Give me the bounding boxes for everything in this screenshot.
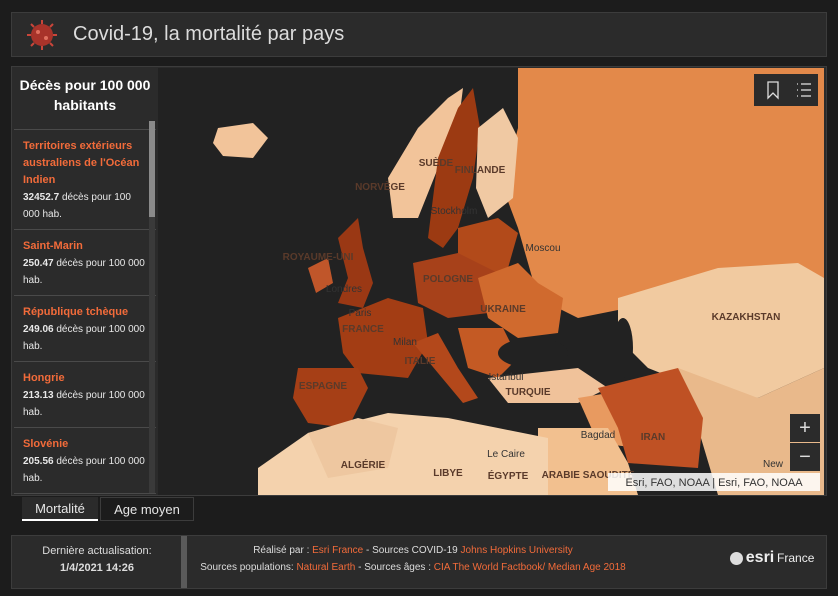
country-name: Hongrie	[23, 372, 65, 384]
country-label: ITALIE	[405, 356, 436, 367]
city-label: Londres	[326, 284, 362, 295]
country-label: TURQUIE	[506, 387, 551, 398]
updated-label: Dernière actualisation:	[42, 545, 152, 557]
virus-icon	[27, 20, 57, 50]
attribution: Esri, FAO, NOAA | Esri, FAO, NOAA	[625, 477, 803, 489]
city-label: Paris	[349, 308, 372, 319]
tab-age[interactable]: Age moyen	[100, 497, 194, 521]
country-item[interactable]: Territoires extérieurs australiens de l'…	[14, 130, 156, 230]
main-panel: Décès pour 100 000 habitants Territoires…	[11, 66, 827, 496]
country-value: 213.13	[23, 390, 54, 401]
ne-link[interactable]: Natural Earth	[296, 562, 356, 573]
country-item[interactable]: Slovénie 205.56 décès pour 100 000 hab.	[14, 428, 156, 494]
country-label: ROYAUME-UNI	[283, 252, 354, 263]
country-value-line: 249.06 décès pour 100 000 hab.	[23, 321, 148, 355]
country-value: 250.47	[23, 258, 54, 269]
city-label: Bagdad	[581, 430, 615, 441]
unit: décès pour 100 000 hab.	[23, 324, 145, 352]
unit: décès pour 100 000 hab.	[23, 192, 131, 220]
legend-button[interactable]	[797, 83, 811, 97]
country-value: 205.56	[23, 456, 54, 467]
header: Covid-19, la mortalité par pays	[11, 12, 827, 57]
country-label: NORVÈGE	[355, 180, 405, 193]
country-label: ESPAGNE	[299, 381, 347, 392]
city-label: Milan	[393, 337, 417, 348]
country-label: ÉGYPTE	[488, 469, 529, 482]
covid-sources: - Sources COVID-19	[366, 545, 458, 556]
country-label: LIBYE	[433, 468, 463, 479]
bookmark-button[interactable]	[767, 81, 779, 100]
credits-line-2: Sources populations: Natural Earth - Sou…	[188, 562, 638, 573]
country-label: FRANCE	[342, 324, 384, 335]
zoom-in[interactable]: +	[790, 414, 820, 442]
country-label: UKRAINE	[480, 304, 526, 315]
country-name: Saint-Marin	[23, 240, 83, 252]
title: Covid-19, la mortalité par pays	[73, 23, 345, 45]
updated-date: 1/4/2021 14:26	[59, 562, 134, 574]
tab-mortalite[interactable]: Mortalité	[22, 497, 98, 521]
unit: décès pour 100 000 hab.	[23, 390, 145, 418]
logo-suffix: France	[777, 551, 815, 565]
credits-line-1: Réalisé par : Esri France - Sources COVI…	[188, 545, 638, 556]
city-label: Le Caire	[487, 449, 525, 460]
country-list: Territoires extérieurs australiens de l'…	[14, 129, 156, 495]
country-value-line: 32452.7 décès pour 100 000 hab.	[23, 189, 148, 223]
scroll-thumb[interactable]	[149, 121, 155, 217]
country-value: 249.06	[23, 324, 54, 335]
country-value-line: 213.13 décès pour 100 000 hab.	[23, 387, 148, 421]
logo: esri France	[730, 549, 814, 567]
sidebar-title: Décès pour 100 000 habitants	[19, 77, 151, 113]
city-label: Moscou	[525, 243, 560, 254]
country-value-line: 250.47 décès pour 100 000 hab.	[23, 255, 148, 289]
country-value: 32452.7	[23, 192, 60, 203]
country-name: Territoires extérieurs australiens de l'…	[23, 140, 140, 186]
country-label: ARABIE SAOUDITE	[542, 470, 635, 481]
country-label: FINLANDE	[455, 165, 506, 176]
logo-text: esri	[745, 549, 775, 566]
zoom-out[interactable]: −	[790, 443, 820, 471]
divider	[181, 536, 187, 588]
country-item[interactable]: Belgique	[14, 494, 156, 495]
country-value-line: 205.56 décès pour 100 000 hab.	[23, 453, 148, 487]
zoom-in-label: +	[799, 417, 811, 439]
country-item[interactable]: Hongrie 213.13 décès pour 100 000 hab.	[14, 362, 156, 428]
age-sources: - Sources âges :	[358, 562, 431, 573]
country-item[interactable]: Saint-Marin 250.47 décès pour 100 000 hab…	[14, 230, 156, 296]
scrollbar[interactable]	[149, 121, 155, 493]
sidebar: Décès pour 100 000 habitants Territoires…	[14, 69, 156, 495]
country-label: SUÈDE	[419, 156, 454, 169]
country-label: ALGÉRIE	[341, 458, 386, 471]
zoom-out-label: −	[799, 446, 811, 468]
country-name: Slovénie	[23, 438, 69, 450]
city-label: Istanbul	[488, 372, 523, 383]
esri-link[interactable]: Esri France	[312, 545, 364, 556]
made-by: Réalisé par :	[253, 545, 310, 556]
country-label: POLOGNE	[423, 274, 473, 285]
unit: décès pour 100 000 hab.	[23, 456, 145, 484]
jhu-link[interactable]: Johns Hopkins University	[460, 545, 573, 556]
pop-sources: Sources populations:	[200, 562, 294, 573]
footer: Dernière actualisation: 1/4/2021 14:26 R…	[11, 535, 827, 589]
city-label: Stockholm	[431, 206, 478, 217]
cia-link[interactable]: CIA The World Factbook/ Median Age 2018	[433, 562, 626, 573]
country-name: République tchèque	[23, 306, 129, 318]
country-item[interactable]: République tchèque 249.06 décès pour 100 …	[14, 296, 156, 362]
city-label: New	[763, 459, 784, 470]
unit: décès pour 100 000 hab.	[23, 258, 145, 286]
country-label: IRAN	[641, 432, 665, 443]
country-label: KAZAKHSTAN	[712, 312, 781, 323]
